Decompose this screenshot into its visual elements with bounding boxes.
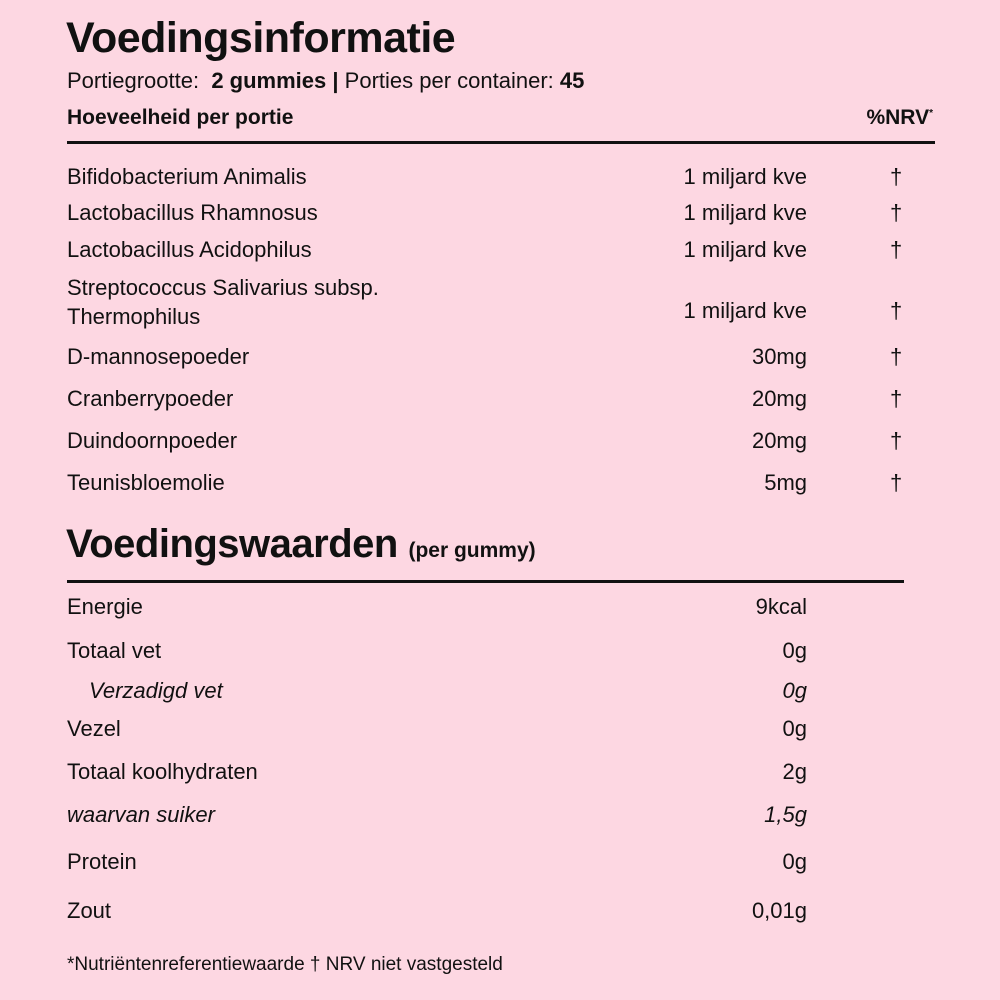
separator: | — [332, 68, 339, 93]
divider — [67, 141, 935, 144]
page-title: Voedingsinformatie — [66, 14, 456, 62]
footnote: *Nutriëntenreferentiewaarde † NRV niet v… — [67, 954, 503, 975]
ingredient-amount: 5mg — [764, 470, 807, 495]
ingredient-amount: 1 miljard kve — [683, 298, 807, 323]
nutrient-name: Verzadigd vet — [89, 678, 223, 703]
nutrient-value: 0g — [782, 638, 807, 663]
nutrient-value: 9kcal — [755, 594, 807, 619]
ingredient-amount: 30mg — [751, 344, 807, 369]
containers-count: 45 — [559, 68, 585, 93]
ingredient-nrv: † — [890, 200, 903, 225]
nutrient-name: Totaal koolhydraten — [67, 759, 258, 784]
nutrition-title-text: Voedingswaarden — [66, 522, 398, 566]
ingredient-name: Duindoornpoeder — [67, 428, 238, 453]
nutrient-name: Protein — [67, 849, 137, 874]
nutrition-subtitle: (per gummy) — [408, 539, 536, 562]
divider — [67, 580, 904, 583]
ingredient-name: Streptococcus Salivarius subsp. — [67, 275, 379, 300]
nutrient-value: 1,5g — [764, 802, 807, 827]
ingredient-nrv: † — [890, 470, 903, 495]
nutrient-name: Vezel — [67, 716, 121, 741]
ingredient-name-cont: Thermophilus — [67, 304, 201, 329]
ingredient-amount: 1 miljard kve — [683, 164, 807, 189]
amount-header: Hoeveelheid per portie — [67, 106, 294, 129]
ingredient-amount: 20mg — [751, 428, 807, 453]
ingredient-nrv: † — [890, 237, 903, 262]
ingredient-nrv: † — [890, 298, 903, 323]
ingredient-name: Cranberrypoeder — [67, 386, 234, 411]
nutrient-value: 2g — [782, 759, 807, 784]
nutrient-value: 0g — [782, 849, 807, 874]
nrv-mark: * — [929, 108, 933, 119]
serving-size-label: Portiegrootte: — [67, 68, 200, 93]
ingredient-nrv: † — [890, 386, 903, 411]
ingredient-nrv: † — [890, 428, 903, 453]
nrv-header: %NRV* — [866, 106, 933, 130]
nutrient-value: 0,01g — [751, 898, 807, 923]
containers-label: Porties per container: — [344, 68, 554, 93]
nutrient-value: 0g — [782, 716, 807, 741]
ingredient-name: Lactobacillus Acidophilus — [67, 237, 312, 262]
nutrient-name: Energie — [67, 594, 143, 619]
ingredient-amount: 1 miljard kve — [683, 200, 807, 225]
nutrient-name: Zout — [67, 898, 112, 923]
ingredient-amount: 20mg — [751, 386, 807, 411]
nrv-label: %NRV — [866, 106, 930, 129]
ingredient-nrv: † — [890, 344, 903, 369]
nutrient-value: 0g — [782, 678, 807, 703]
serving-info: Portiegrootte: 2 gummies | Porties per c… — [67, 68, 584, 94]
ingredient-name: Lactobacillus Rhamnosus — [67, 200, 318, 225]
ingredient-name: D-mannosepoeder — [67, 344, 250, 369]
nutrition-title: Voedingswaarden (per gummy) — [66, 522, 536, 567]
nutrient-name: Totaal vet — [67, 638, 162, 663]
ingredient-amount: 1 miljard kve — [683, 237, 807, 262]
nutrient-name: waarvan suiker — [67, 802, 215, 827]
ingredient-name: Teunisbloemolie — [67, 470, 225, 495]
ingredient-nrv: † — [890, 164, 903, 189]
serving-size: 2 gummies — [211, 68, 327, 93]
ingredient-name: Bifidobacterium Animalis — [67, 164, 307, 189]
